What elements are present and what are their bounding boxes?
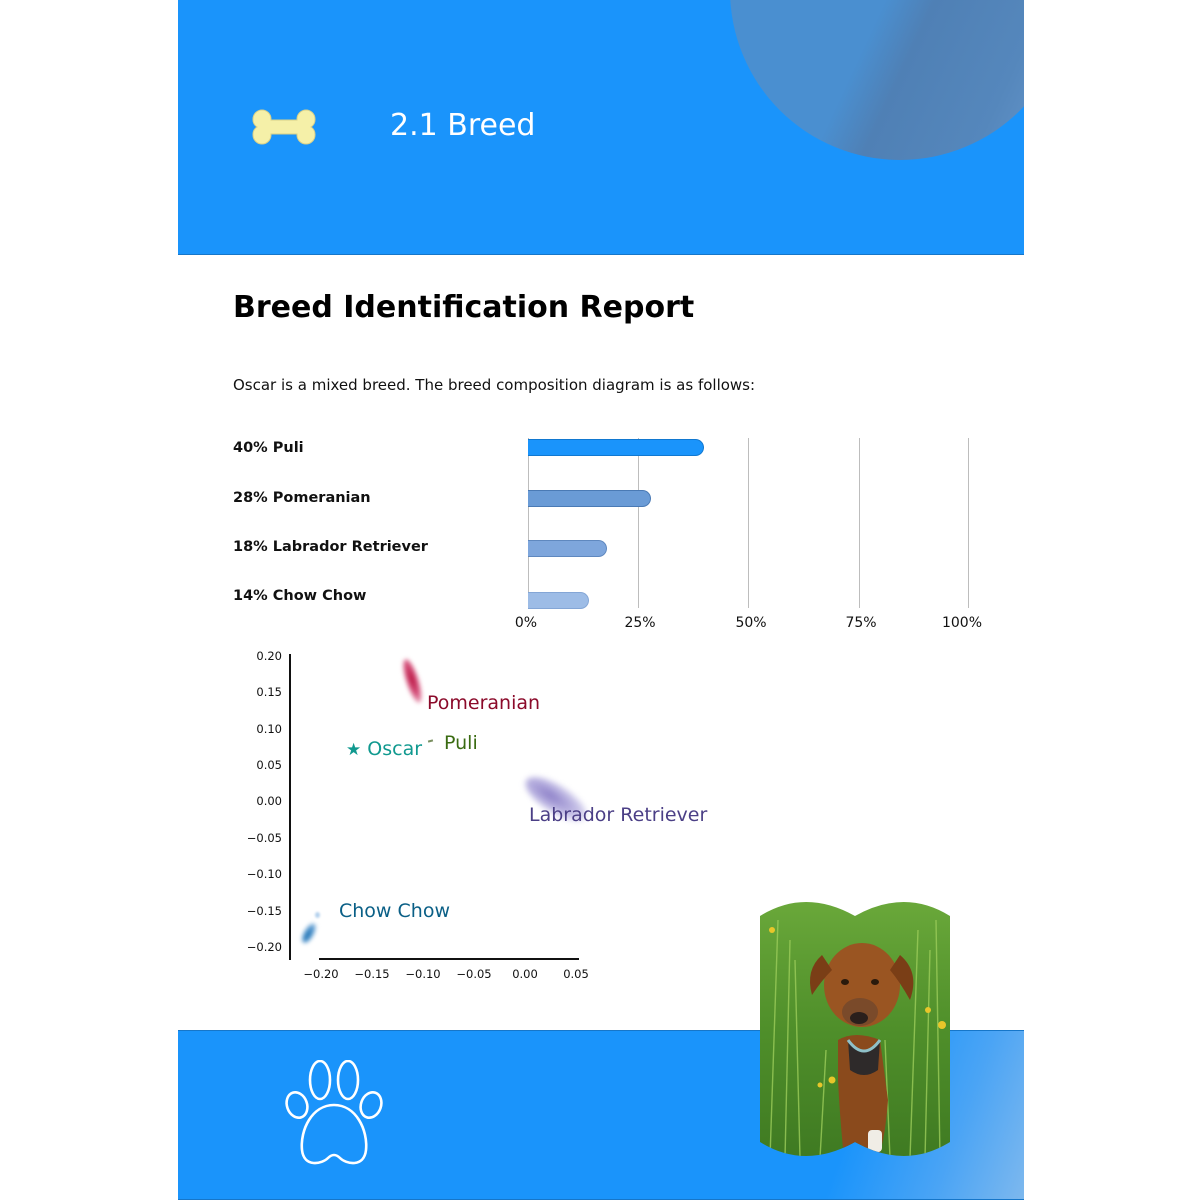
bar-pomeranian <box>528 490 651 507</box>
x-tick: 75% <box>845 615 877 631</box>
y-tick: 0.10 <box>256 722 282 736</box>
chow-chow-label: Chow Chow <box>339 900 450 922</box>
x-tick: −0.20 <box>303 967 339 981</box>
bone-icon <box>252 109 316 145</box>
y-tick: 0.15 <box>256 685 282 699</box>
y-tick: 0.20 <box>256 649 282 663</box>
gridline <box>528 438 529 608</box>
bar-label: 14% Chow Chow <box>233 588 367 604</box>
oscar-marker: ★ Oscar <box>346 738 422 760</box>
breed-similarity-scatter: 0.20 0.15 0.10 0.05 0.00 −0.05 −0.10 −0.… <box>238 640 708 990</box>
x-tick: 0.05 <box>563 967 589 981</box>
chow-chow-density <box>299 920 319 946</box>
x-tick: 50% <box>735 615 767 631</box>
y-tick: 0.00 <box>256 794 282 808</box>
bar-label: 28% Pomeranian <box>233 490 371 506</box>
puli-label: Puli <box>444 732 478 754</box>
y-tick: 0.05 <box>256 758 282 772</box>
bar-label: 18% Labrador Retriever <box>233 539 428 555</box>
chow-chow-density-small <box>315 912 320 918</box>
section-title: 2.1 Breed <box>390 108 536 143</box>
star-icon: ★ <box>346 740 362 760</box>
bar-labrador <box>528 540 607 557</box>
puli-density <box>427 739 434 743</box>
x-tick: 100% <box>941 615 983 631</box>
gridline <box>748 438 749 608</box>
x-axis <box>319 958 579 960</box>
x-tick: 0.00 <box>512 967 538 981</box>
decorative-circle <box>730 0 1024 160</box>
report-page: 2.1 Breed Breed Identification Report Os… <box>178 0 1024 1200</box>
bar-puli <box>528 439 704 456</box>
y-tick: −0.20 <box>246 940 282 954</box>
pomeranian-label: Pomeranian <box>427 692 541 714</box>
x-tick: −0.10 <box>405 967 441 981</box>
bar-chow-chow <box>528 592 589 609</box>
y-tick: −0.10 <box>246 867 282 881</box>
oscar-label: Oscar <box>367 738 423 760</box>
paw-icon <box>285 1060 383 1165</box>
y-axis <box>289 654 291 960</box>
x-tick: −0.15 <box>354 967 390 981</box>
x-tick: −0.05 <box>456 967 492 981</box>
pomeranian-density <box>399 657 426 705</box>
x-tick: 25% <box>624 615 656 631</box>
y-tick: −0.05 <box>246 831 282 845</box>
x-tick: 0% <box>514 615 538 631</box>
y-tick: −0.15 <box>246 904 282 918</box>
dog-photo <box>760 902 950 1156</box>
bar-label: 40% Puli <box>233 440 304 456</box>
intro-text: Oscar is a mixed breed. The breed compos… <box>233 376 756 394</box>
gridline <box>859 438 860 608</box>
report-title: Breed Identification Report <box>233 290 695 325</box>
header-banner: 2.1 Breed <box>178 0 1024 255</box>
gridline <box>968 438 969 608</box>
gridline <box>638 438 639 608</box>
labrador-label: Labrador Retriever <box>529 804 708 826</box>
